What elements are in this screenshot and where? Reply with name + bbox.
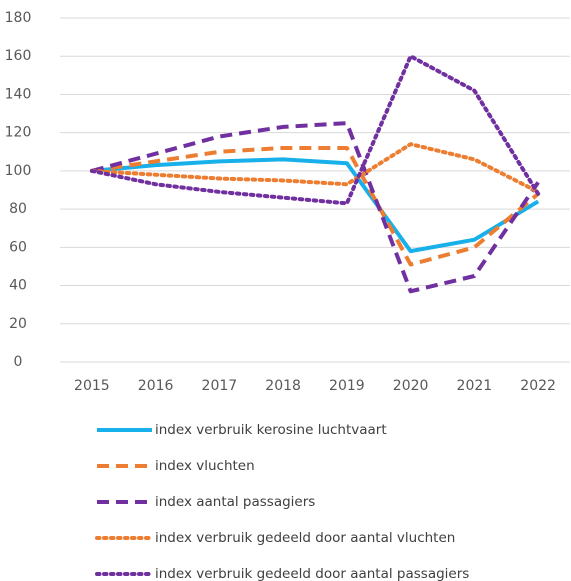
x-tick-label: 2021 [457,378,493,394]
y-tick-label: 180 [5,10,32,26]
y-tick-label: 120 [5,125,32,141]
x-tick-label: 2015 [74,378,110,394]
legend-label: index vluchten [155,458,255,474]
series-line [91,157,540,254]
x-tick-label: 2016 [138,378,174,394]
legend: index verbruik kerosine luchtvaart index … [95,422,469,581]
y-tick-label: 0 [14,354,23,370]
y-tick-label: 60 [9,239,27,255]
x-tick-label: 2022 [520,378,556,394]
y-tick-label: 80 [9,201,27,217]
y-tick-label: 160 [5,48,32,64]
legend-label: index aantal passagiers [155,494,315,510]
series-line [89,54,541,206]
legend-label: index verbruik gedeeld door aantal vluch… [155,530,455,546]
legend-label: index verbruik gedeeld door aantal passa… [155,566,469,581]
x-tick-label: 2020 [393,378,429,394]
x-tick-label: 2017 [202,378,238,394]
y-tick-label: 100 [5,163,32,179]
y-tick-label: 140 [5,86,32,102]
series-line [91,145,540,267]
legend-label: index verbruik kerosine luchtvaart [155,422,387,438]
y-tick-label: 20 [9,316,27,332]
series-line [89,142,541,194]
x-tick-label: 2018 [265,378,301,394]
x-tick-label: 2019 [329,378,365,394]
series-line [91,121,540,294]
y-tick-label: 40 [9,278,27,294]
